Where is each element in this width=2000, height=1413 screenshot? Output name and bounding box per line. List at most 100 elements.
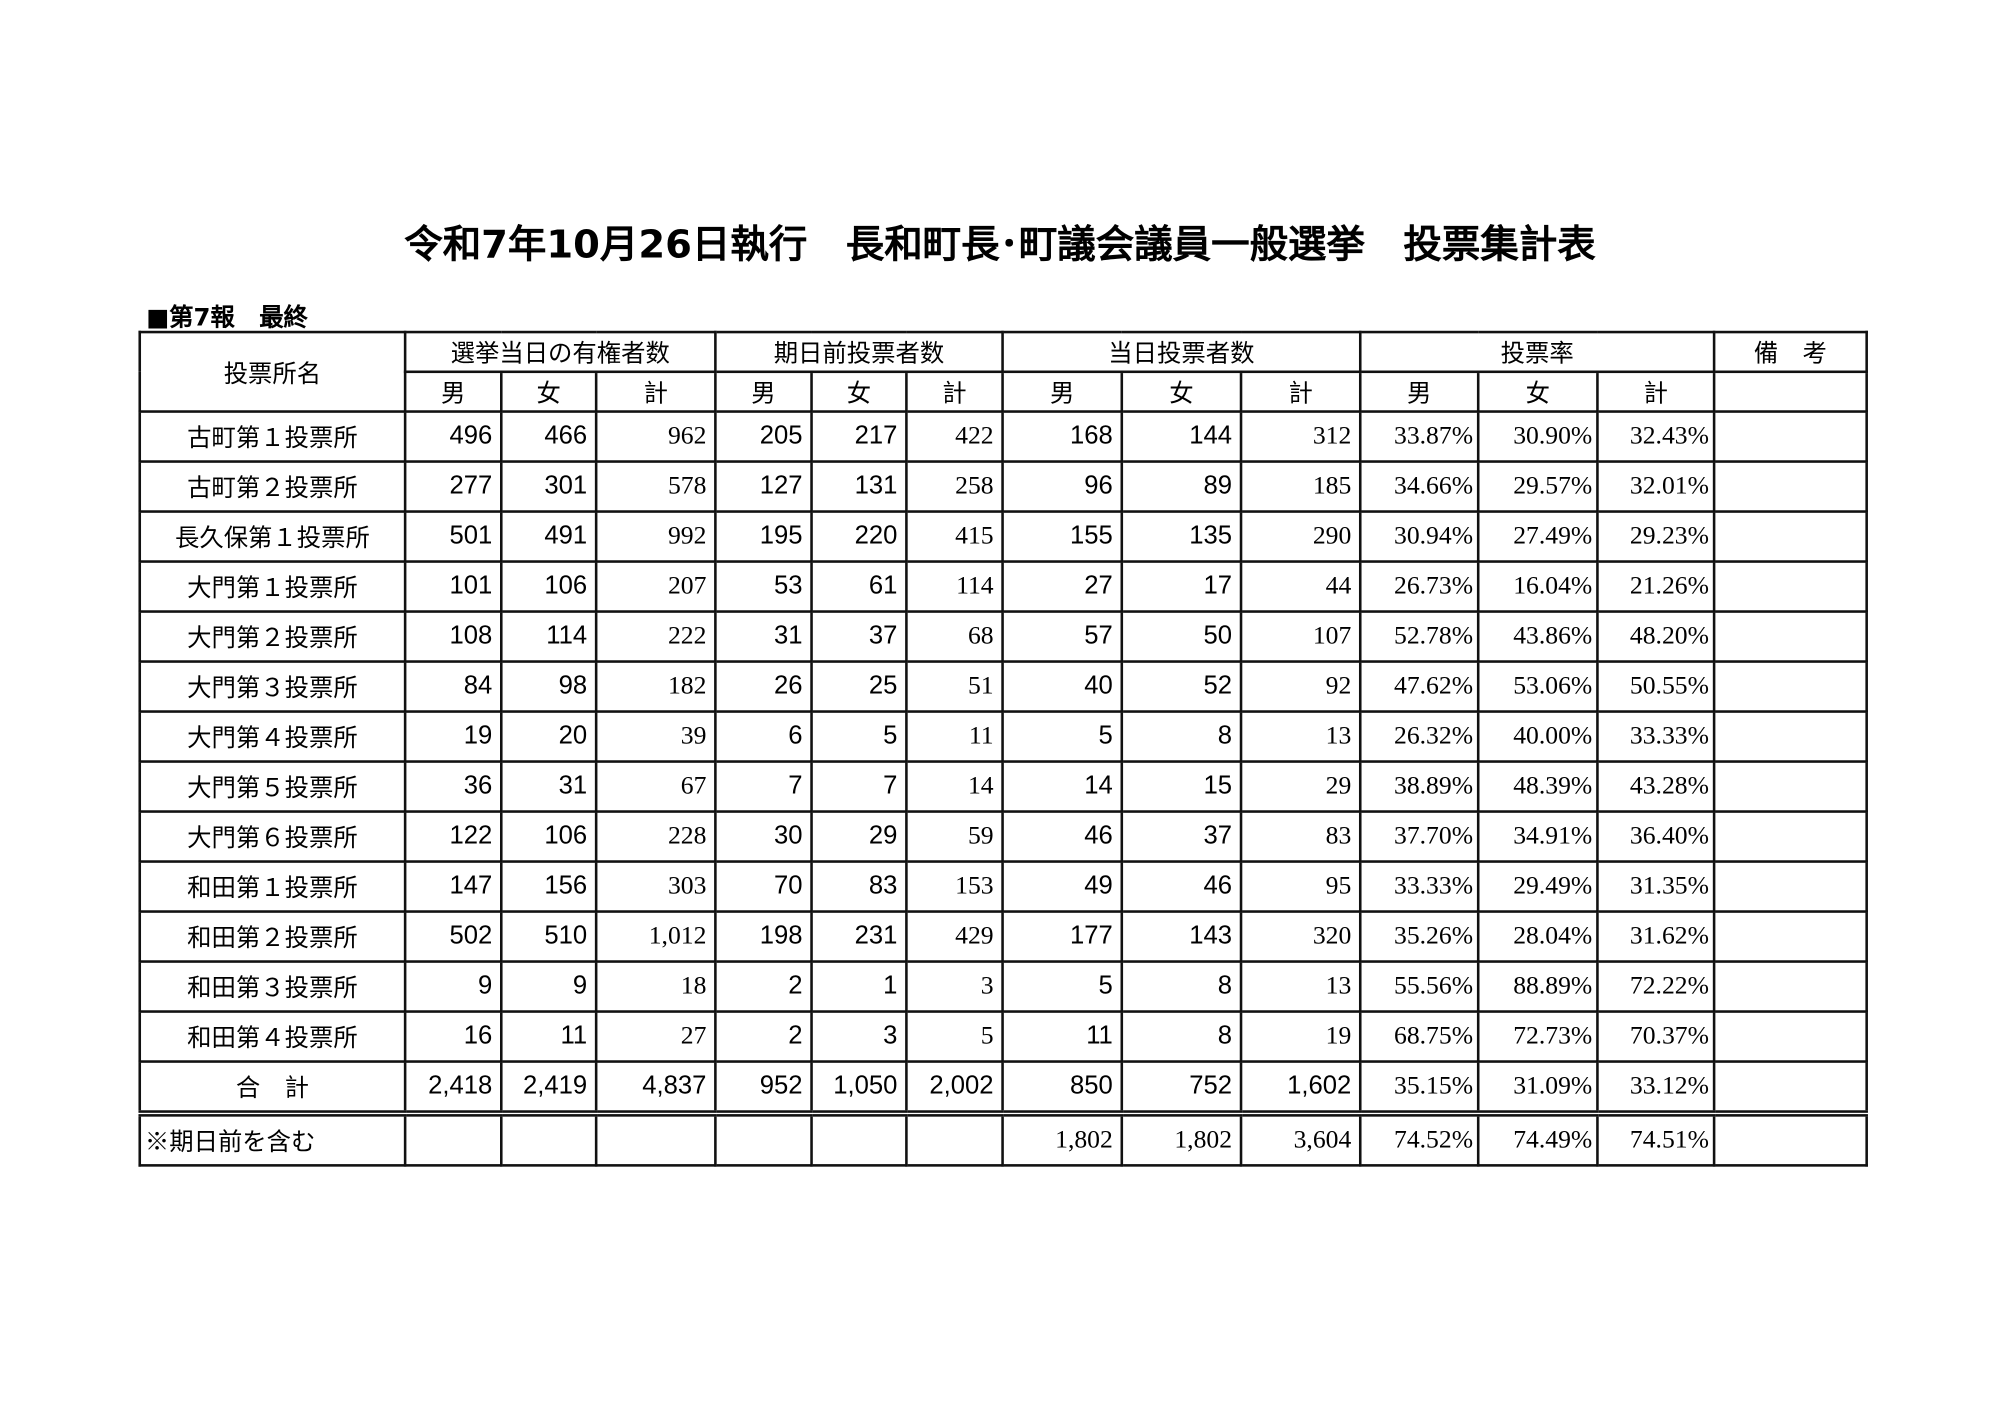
turnout-male: 38.89% [1358,760,1480,813]
voters-female: 301 [499,460,598,513]
turnout-total: 50.55% [1596,660,1716,713]
remarks-cell [1712,610,1868,663]
turnout-total: 74.51% [1596,1112,1716,1167]
turnout-male: 52.78% [1358,610,1480,663]
day-female: 89 [1120,460,1243,513]
turnout-total: 21.26% [1596,560,1716,613]
early-total: 422 [905,410,1004,463]
day-female: 17 [1120,560,1243,613]
turnout-total: 48.20% [1596,610,1716,663]
day-total: 185 [1239,460,1362,513]
turnout-male: 35.26% [1358,910,1480,963]
vote-tally-table: 投票所名 選挙当日の有権者数 期日前投票者数 当日投票者数 投票率 備 考 男女… [138,330,1868,1167]
day-male: 96 [1001,460,1124,513]
day-female: 50 [1120,610,1243,663]
voters-female: 156 [499,860,598,913]
turnout-total: 31.62% [1596,910,1716,963]
early-total: 153 [905,860,1004,913]
day-total: 92 [1239,660,1362,713]
station-name: 大門第５投票所 [138,760,407,813]
early-total: 11 [905,710,1004,763]
table-row: 和田第２投票所 502 510 1,012 198 231 429 177 143 320 35.2… [138,910,1868,963]
early-total: 415 [905,510,1004,563]
early-female: 1,050 [810,1060,908,1117]
early-male: 26 [714,660,813,713]
early-total: 2,002 [905,1060,1004,1117]
turnout-total: 33.33% [1596,710,1716,763]
station-name: 大門第６投票所 [138,810,407,863]
voters-male: 277 [403,460,503,513]
table-row: 古町第１投票所 496 466 962 205 217 422 168 144 312 33.87%… [138,410,1868,463]
day-male: 40 [1001,660,1124,713]
early-total [905,1112,1004,1167]
station-name: 古町第２投票所 [138,460,407,513]
station-name: 大門第１投票所 [138,560,407,613]
day-total: 107 [1239,610,1362,663]
station-name: 和田第２投票所 [138,910,407,963]
day-total: 19 [1239,1010,1362,1063]
early-male: 205 [714,410,813,463]
voters-total: 992 [594,510,717,563]
subheader-remarks-empty [1712,370,1868,413]
turnout-female: 88.89% [1476,960,1599,1013]
subheader-female: 女 [1120,370,1243,413]
voters-male: 496 [403,410,503,463]
turnout-total: 33.12% [1596,1060,1716,1117]
early-female: 231 [810,910,908,963]
day-male: 5 [1001,710,1124,763]
total-row: 合 計 2,418 2,419 4,837 952 1,050 2,002 850 752 1,6… [138,1060,1868,1117]
turnout-male: 37.70% [1358,810,1480,863]
turnout-female: 16.04% [1476,560,1599,613]
turnout-total: 36.40% [1596,810,1716,863]
day-male: 49 [1001,860,1124,913]
remarks-cell [1712,560,1868,613]
subheader-total: 計 [594,370,717,413]
day-female: 46 [1120,860,1243,913]
document-title: 令和7年10月26日執行 長和町長･町議会議員一般選挙 投票集計表 [404,223,1596,268]
report-label: ■第7報 最終 [146,303,308,333]
subheader-male: 男 [1001,370,1124,413]
day-female: 752 [1120,1060,1243,1117]
station-name: 長久保第１投票所 [138,510,407,563]
turnout-male: 47.62% [1358,660,1480,713]
day-total: 1,602 [1239,1060,1362,1117]
day-total: 3,604 [1239,1112,1362,1167]
day-total: 44 [1239,560,1362,613]
day-female: 52 [1120,660,1243,713]
turnout-male: 26.73% [1358,560,1480,613]
table-row: 和田第４投票所 16 11 27 2 3 5 11 8 19 68.75% 72.73% 70.37% [138,1010,1868,1063]
voters-total: 182 [594,660,717,713]
voters-female: 510 [499,910,598,963]
early-male: 2 [714,1010,813,1063]
voters-female: 2,419 [499,1060,598,1117]
day-male: 11 [1001,1010,1124,1063]
day-male: 155 [1001,510,1124,563]
day-male: 1,802 [1001,1112,1124,1167]
early-female: 1 [810,960,908,1013]
turnout-male: 34.66% [1358,460,1480,513]
early-male: 2 [714,960,813,1013]
station-name: ※期日前を含む [138,1112,407,1167]
early-male: 53 [714,560,813,613]
station-name: 大門第３投票所 [138,660,407,713]
station-name: 古町第１投票所 [138,410,407,463]
day-female: 8 [1120,960,1243,1013]
station-name: 和田第１投票所 [138,860,407,913]
day-female: 15 [1120,760,1243,813]
voters-female: 114 [499,610,598,663]
subheader-total: 計 [905,370,1004,413]
table-row: 古町第２投票所 277 301 578 127 131 258 96 89 185 34.66% 29… [138,460,1868,513]
remarks-cell [1712,460,1868,513]
early-female: 29 [810,810,908,863]
turnout-male: 74.52% [1358,1112,1480,1167]
voters-female: 491 [499,510,598,563]
voters-female: 11 [499,1010,598,1063]
turnout-female: 53.06% [1476,660,1599,713]
voters-male: 502 [403,910,503,963]
voters-total: 962 [594,410,717,463]
table-row: 大門第５投票所 36 31 67 7 7 14 14 15 29 38.89% 48.39% 43.28… [138,760,1868,813]
early-male: 7 [714,760,813,813]
remarks-cell [1712,910,1868,963]
early-female: 5 [810,710,908,763]
voters-female: 98 [499,660,598,713]
